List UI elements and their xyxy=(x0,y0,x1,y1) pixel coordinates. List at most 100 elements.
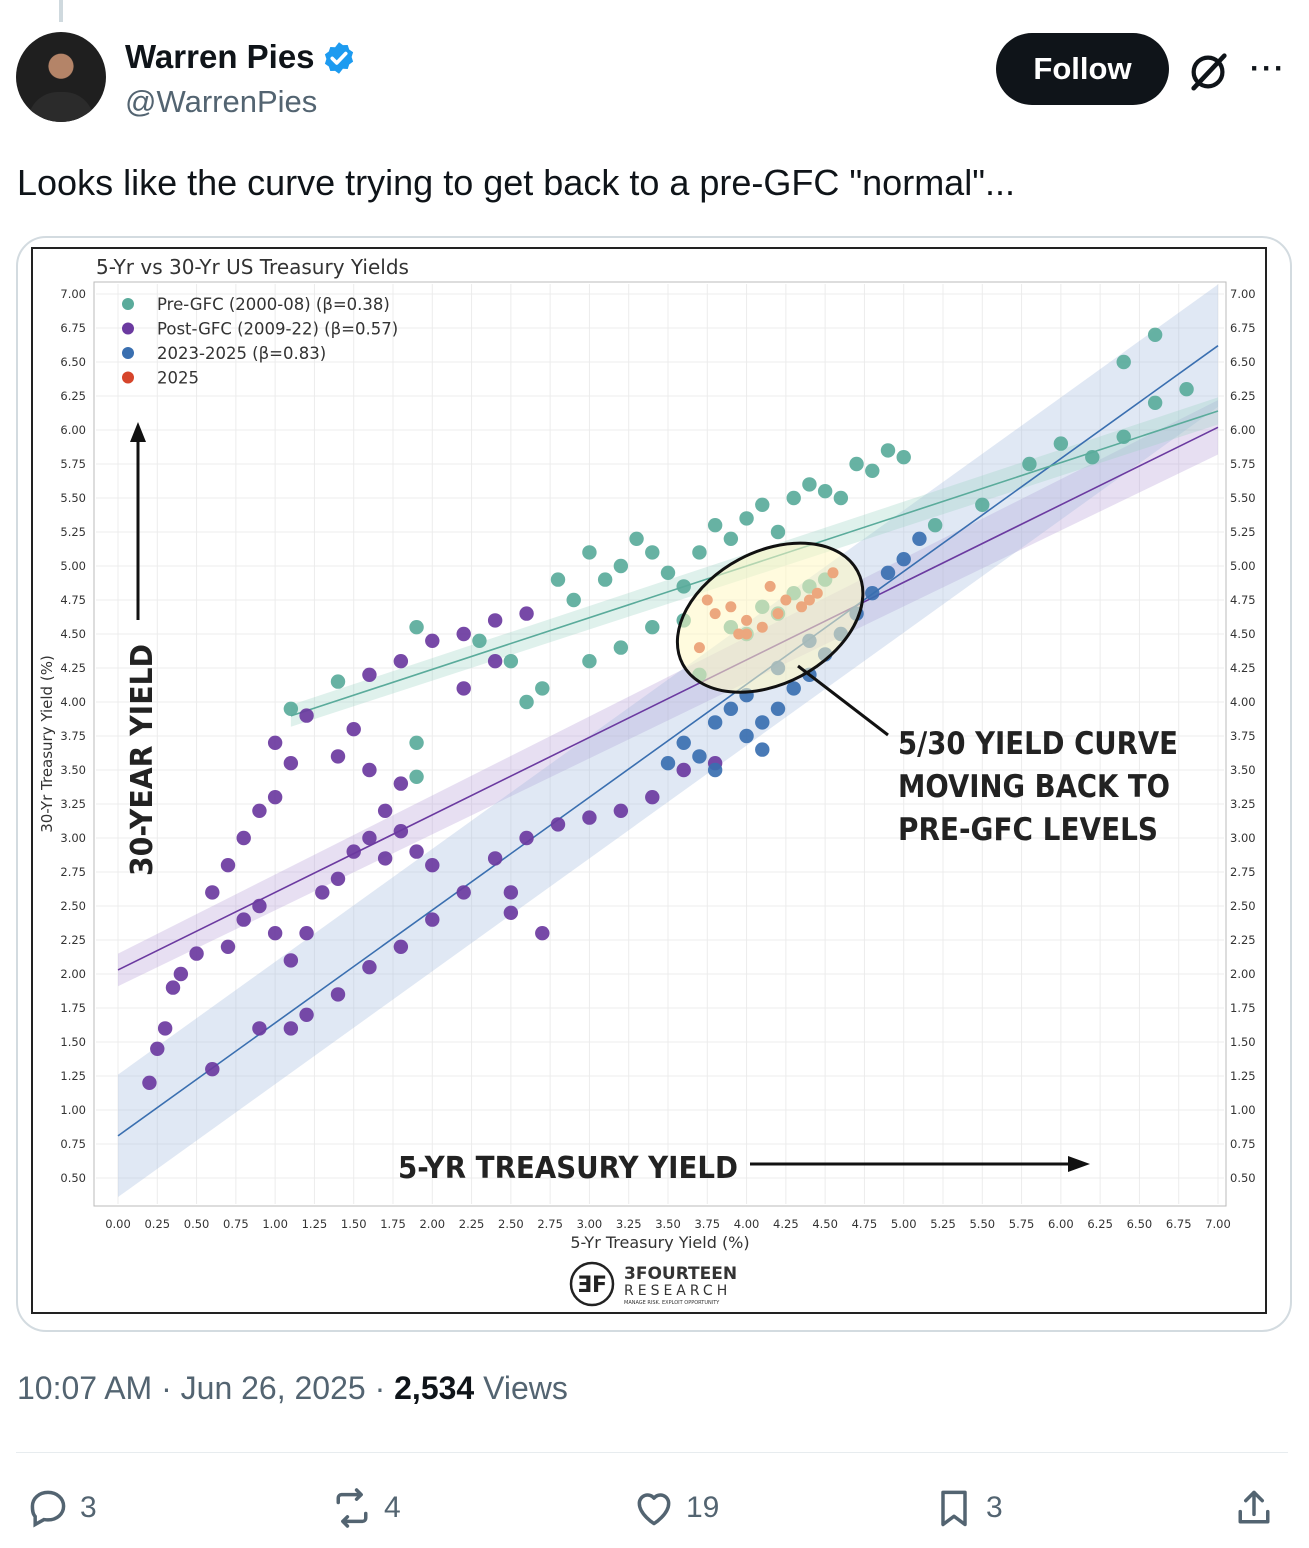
logo-tiny: MANAGE RISK. EXPLOIT OPPORTUNITY xyxy=(624,1300,720,1306)
data-point xyxy=(299,926,314,941)
legend-label: Pre-GFC (2000-08) (β=0.38) xyxy=(157,295,390,314)
y-tick-label: 3.25 xyxy=(60,797,86,811)
data-point xyxy=(535,926,550,941)
y-tick-label: 1.25 xyxy=(60,1069,86,1083)
x-tick-label: 5.00 xyxy=(891,1217,917,1231)
legend-label: Post-GFC (2009-22) (β=0.57) xyxy=(157,320,398,339)
data-point xyxy=(582,810,597,825)
data-point xyxy=(315,885,330,900)
data-point xyxy=(707,715,723,730)
y-tick-label-right: 4.75 xyxy=(1230,593,1256,607)
tweet-text: Looks like the curve trying to get back … xyxy=(17,162,1015,203)
verified-badge-icon[interactable] xyxy=(321,40,357,76)
y-tick-label-right: 5.00 xyxy=(1230,559,1256,573)
x-arrow-head xyxy=(1068,1156,1090,1172)
y-tick-label-right: 7.00 xyxy=(1230,287,1256,301)
data-point xyxy=(849,456,864,472)
divider xyxy=(16,1452,1288,1453)
data-points xyxy=(142,327,1194,1090)
author-name[interactable]: Warren Pies xyxy=(125,38,315,75)
data-point xyxy=(739,728,754,744)
data-point xyxy=(833,490,849,506)
bookmark-button[interactable]: 3 xyxy=(932,1480,1003,1536)
y-tick-label: 6.75 xyxy=(60,321,86,335)
data-point xyxy=(550,572,566,587)
y-tick-label-right: 5.25 xyxy=(1230,525,1256,539)
y-tick-label-right: 2.75 xyxy=(1230,865,1256,879)
y-tick-label: 2.75 xyxy=(60,865,86,879)
data-point xyxy=(692,545,707,560)
tweet-meta: 10:07 AM · Jun 26, 2025 · 2,534 Views xyxy=(17,1370,568,1407)
x-tick-label: 3.75 xyxy=(694,1217,720,1231)
data-point xyxy=(896,552,911,567)
repost-button[interactable]: 4 xyxy=(330,1480,401,1536)
data-point xyxy=(535,681,550,696)
x-tick-label: 5.50 xyxy=(969,1217,995,1231)
more-options-icon[interactable]: ··· xyxy=(1250,52,1286,85)
data-point xyxy=(362,667,377,682)
data-point xyxy=(503,885,519,900)
data-point xyxy=(723,701,739,716)
data-point xyxy=(880,443,896,458)
data-point xyxy=(330,987,346,1002)
share-button[interactable] xyxy=(1232,1480,1286,1536)
data-point xyxy=(739,511,754,526)
plot-area xyxy=(93,281,1227,1207)
y-axis-label: 30-Yr Treasury Yield (%) xyxy=(38,655,56,833)
data-point xyxy=(786,681,801,696)
author-handle[interactable]: @WarrenPies xyxy=(125,84,318,119)
data-point xyxy=(456,885,471,900)
y-tick-label: 4.50 xyxy=(60,627,86,641)
reply-count: 3 xyxy=(80,1491,97,1524)
y-tick-label: 1.75 xyxy=(60,1001,86,1015)
y-tick-label-right: 2.00 xyxy=(1230,967,1256,981)
y-tick-label-right: 6.00 xyxy=(1230,423,1256,437)
x-tick-label: 3.00 xyxy=(577,1217,603,1231)
x-tick-label: 4.75 xyxy=(852,1217,878,1231)
x-axis-label: 5-Yr Treasury Yield (%) xyxy=(570,1233,749,1252)
follow-button[interactable]: Follow xyxy=(996,33,1169,105)
data-point xyxy=(283,701,299,716)
tweet-timestamp[interactable]: 10:07 AM · Jun 26, 2025 · xyxy=(17,1370,395,1406)
like-button[interactable]: 19 xyxy=(632,1480,719,1536)
y-axis-ticks: 0.50 0.75 1.00 1.25 1.50 1.75 2.00 2.25 2.50 2.75… xyxy=(60,287,86,1185)
thread-line xyxy=(59,0,63,22)
data-point xyxy=(189,946,204,961)
x-tick-label: 0.25 xyxy=(144,1217,170,1231)
legend-marker xyxy=(122,347,134,359)
data-point xyxy=(409,620,424,635)
data-point xyxy=(425,858,440,873)
y-tick-label-right: 5.75 xyxy=(1230,457,1256,471)
x-tick-label: 1.50 xyxy=(341,1217,367,1231)
data-point xyxy=(267,790,283,805)
data-point xyxy=(519,694,534,710)
data-point xyxy=(425,633,440,648)
data-point xyxy=(865,586,880,601)
y-tick-label-right: 1.50 xyxy=(1230,1035,1256,1049)
x-tick-label: 3.50 xyxy=(655,1217,681,1231)
data-point xyxy=(660,756,676,771)
x-tick-label: 5.25 xyxy=(930,1217,956,1231)
data-point xyxy=(550,817,566,832)
grok-icon[interactable] xyxy=(1186,48,1232,94)
data-point xyxy=(645,545,660,560)
data-point xyxy=(362,762,377,778)
like-count: 19 xyxy=(686,1491,720,1524)
y-tick-label-right: 5.50 xyxy=(1230,491,1256,505)
share-icon xyxy=(1238,1490,1270,1524)
data-point xyxy=(236,830,251,846)
callout-line-1: 5/30 YIELD CURVE xyxy=(898,726,1178,762)
data-point xyxy=(299,1007,314,1022)
scatter-chart: 5-Yr vs 30-Yr US Treasury Yields 0.00 0.2… xyxy=(31,247,1267,1314)
avatar[interactable] xyxy=(16,32,106,122)
data-point xyxy=(817,484,833,499)
y-tick-label-right: 3.00 xyxy=(1230,831,1256,845)
data-point xyxy=(267,926,283,941)
y-tick-label: 4.00 xyxy=(60,695,86,709)
tweet-media-chart[interactable]: 5-Yr vs 30-Yr US Treasury Yields 0.00 0.2… xyxy=(16,236,1292,1332)
data-point xyxy=(393,939,409,954)
reply-button[interactable]: 3 xyxy=(26,1480,97,1536)
legend-label: 2023-2025 (β=0.83) xyxy=(157,344,326,363)
data-point xyxy=(330,749,346,764)
data-point xyxy=(283,953,299,968)
